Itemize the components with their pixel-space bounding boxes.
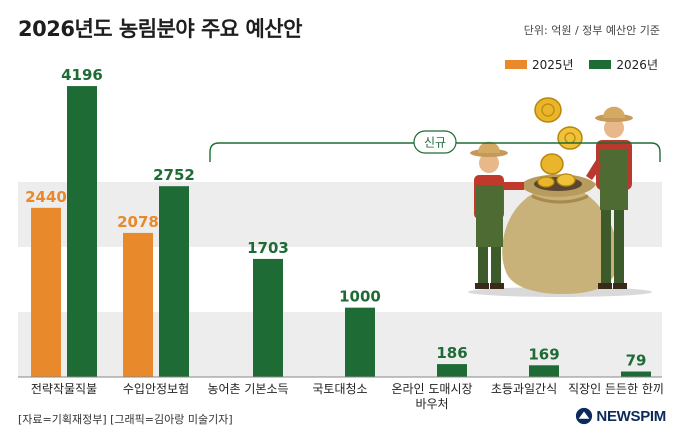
coin-5 [537,176,555,188]
right-farmer-overalls [600,150,628,210]
source-credit: [자료=기획재정부] [그래픽=김아랑 미술기자] [18,413,233,426]
farmers-illustration [468,97,652,297]
category-labels-group: 전략작물직불 수입안정보험 농어촌 기본소득 국토대청소 온라인 도매시장 바우처 초등과일… [31,382,664,411]
category-label: 농어촌 기본소득 [207,382,288,396]
category-label: 직장인 든든한 한끼 [568,382,664,396]
legend-label-2026: 2026년 [616,58,658,72]
left-farmer-hat-crown [478,141,500,153]
category-label-line: 온라인 도매시장 [391,382,472,396]
unit-label: 단위: 억원 / 정부 예산안 기준 [523,24,660,37]
legend-item-2025: 2025년 [504,56,574,73]
value-label-2025: 2078 [117,213,159,231]
legend-label-2025: 2025년 [531,58,574,72]
value-label-2025: 2440 [25,188,67,206]
value-label-2026: 1703 [247,239,289,257]
bar-2026 [345,307,375,377]
bar-2026 [529,365,559,377]
money-sack-tie [531,194,589,204]
category-label: 전략작물직불 [31,382,97,396]
category-label: 수입안정보험 [123,382,189,396]
coin-2 [557,126,583,150]
category-label: 온라인 도매시장 바우처 [391,382,472,411]
coin-4 [556,173,576,187]
bar-2026 [253,258,283,377]
category-label-line: 국토대청소 [312,382,367,396]
right-farmer [586,106,633,289]
value-label-2026: 1000 [339,288,381,306]
new-items-badge [413,130,457,154]
right-farmer-leg-2 [614,205,624,285]
right-farmer-boot-1 [598,283,612,289]
category-label: 국토대청소 [312,382,367,396]
left-farmer-boot-1 [475,283,489,289]
left-farmer-head [479,153,499,173]
bars-group [31,86,651,377]
value-label-2026: 2752 [153,166,195,184]
coin-3 [540,153,564,175]
left-farmer-leg-2 [491,245,501,285]
bar-2026 [67,86,97,377]
value-label-2026: 79 [626,352,647,370]
page-title: 2026년도 농림분야 주요 예산안 [18,17,302,41]
bar-2026 [621,371,651,377]
right-farmer-leg-1 [601,205,611,285]
value-label-2026: 4196 [61,66,103,84]
value-labels-group: 2440 4196 2078 2752 1703 1000 186 169 79 [25,66,646,369]
category-label: 초등과일간식 [491,382,557,396]
category-label-line: 직장인 든든한 한끼 [568,382,664,396]
value-label-2026: 186 [436,344,467,362]
coin-1-ring [541,103,555,117]
newspim-logo-mark-icon [576,407,593,425]
left-farmer-leg-1 [478,245,488,285]
right-farmer-hat-crown [603,106,625,118]
category-label-line: 바우처 [415,397,448,411]
bar-2025 [31,207,61,377]
gold-coins [534,97,583,188]
legend-item-2026: 2026년 [589,56,658,73]
category-label-line: 수입안정보험 [123,382,189,396]
value-label-2026: 169 [528,345,559,363]
right-farmer-head [604,118,624,138]
left-farmer-boot-2 [490,283,504,289]
legend-swatch-2026 [589,60,612,69]
left-farmer-arm [503,182,524,190]
chart-legend: 2025년 2026년 [493,56,658,73]
money-sack [502,190,618,294]
category-label-line: 전략작물직불 [31,382,97,396]
right-farmer-arm [586,160,602,180]
legend-swatch-2025 [504,60,527,69]
right-farmer-boot-2 [613,283,627,289]
newspim-logo: NEWSPIM [575,407,666,425]
bar-2026 [437,364,467,377]
left-farmer-overalls [476,185,503,247]
bar-2025 [123,232,153,377]
new-items-label: 신규 [424,136,446,150]
background-band [18,312,662,377]
coin-1 [534,97,562,123]
left-farmer [470,141,524,289]
newspim-logo-text: NEWSPIM [596,407,666,425]
category-label-line: 초등과일간식 [491,382,557,396]
bar-2026 [159,186,189,377]
category-label-line: 농어촌 기본소득 [207,382,288,396]
